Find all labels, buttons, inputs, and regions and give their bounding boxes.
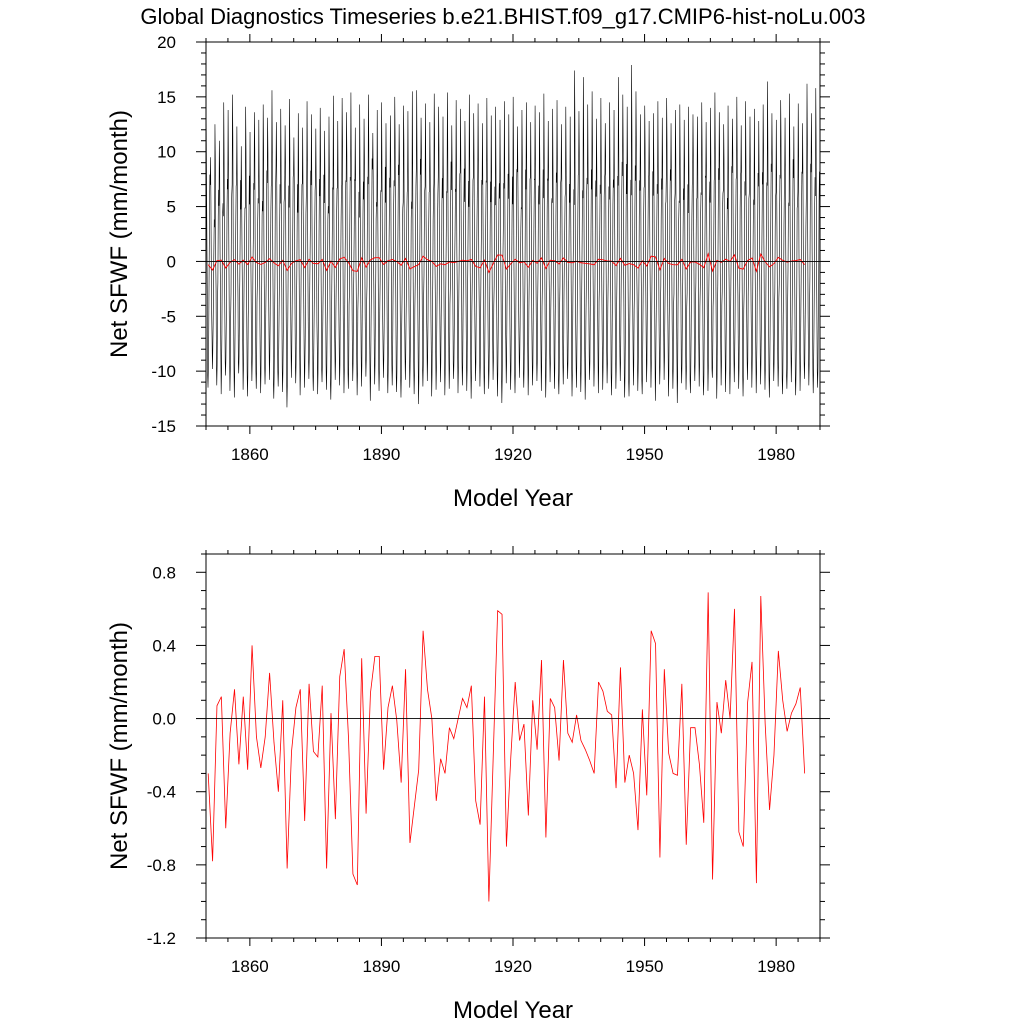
top-x-tick-label: 1950 (626, 445, 664, 464)
top-y-tick-label: -10 (151, 362, 176, 381)
bottom-y-tick-label: 0.8 (152, 563, 176, 582)
top-y-tick-label: 5 (167, 198, 176, 217)
bottom-axes-group: 1860 1890 1920 1950 1980 -1.2 -0.8 -0.4 0.0 0.4 0.… (147, 546, 830, 976)
top-y-tick-label: 20 (157, 33, 176, 52)
bottom-x-tick-label: 1890 (363, 957, 401, 976)
top-y-tick-label: 10 (157, 143, 176, 162)
bottom-x-tick-label: 1860 (231, 957, 269, 976)
top-y-tick-label: 15 (157, 88, 176, 107)
top-panel: 1860 1890 1920 1950 1980 -15 -10 -5 0 5 10 15 20 Mod… (106, 33, 830, 512)
bottom-x-tick-label: 1980 (757, 957, 795, 976)
top-y-tick-label: 0 (167, 252, 176, 271)
bottom-x-tick-label: 1950 (626, 957, 664, 976)
bottom-y-tick-label: -0.4 (147, 783, 176, 802)
top-annual-series-line (208, 254, 804, 273)
bottom-plot-frame (206, 554, 820, 938)
chart-title: Global Diagnostics Timeseries b.e21.BHIS… (140, 4, 865, 29)
bottom-x-tick-label: 1920 (494, 957, 532, 976)
bottom-x-axis-title: Model Year (453, 997, 573, 1024)
top-series-group (206, 65, 820, 407)
top-x-tick-label: 1890 (363, 445, 401, 464)
top-y-tick-label: -5 (161, 307, 176, 326)
bottom-y-axis-title: Net SFWF (mm/month) (106, 622, 133, 870)
bottom-annual-series-line (208, 592, 804, 901)
top-x-axis-title: Model Year (453, 485, 573, 512)
top-x-tick-label: 1920 (494, 445, 532, 464)
bottom-y-tick-label: 0.0 (152, 710, 176, 729)
bottom-y-tick-label: -0.8 (147, 856, 176, 875)
top-y-tick-label: -15 (151, 417, 176, 436)
top-x-tick-label: 1980 (757, 445, 795, 464)
bottom-y-tick-label: 0.4 (152, 636, 176, 655)
bottom-panel: 1860 1890 1920 1950 1980 -1.2 -0.8 -0.4 0.0 0.4 0.… (106, 546, 830, 1024)
bottom-series-group (208, 592, 804, 901)
top-monthly-series-line (206, 65, 820, 407)
top-y-axis-title: Net SFWF (mm/month) (106, 110, 133, 358)
bottom-y-tick-label: -1.2 (147, 929, 176, 948)
top-x-tick-label: 1860 (231, 445, 269, 464)
